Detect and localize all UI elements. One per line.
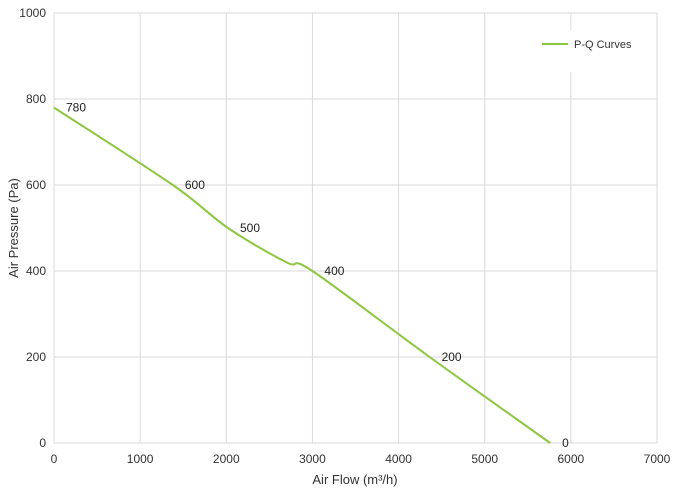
axis-layer: 0 1000 2000 3000 4000 5000 6000 700002004006008… — [19, 6, 670, 466]
x-axis-title: Air Flow (m³/h) — [312, 472, 397, 487]
legend: P-Q Curves — [536, 30, 648, 72]
series-layer — [53, 106, 551, 444]
data-label-200: 200 — [442, 350, 462, 364]
x-tick-label-0: 0 — [51, 452, 58, 466]
data-label-780: 780 — [66, 101, 86, 115]
y-tick-label-200: 200 — [26, 350, 46, 364]
y-tick-label-600: 600 — [26, 178, 46, 192]
x-tick-label-1000: 1000 — [127, 452, 154, 466]
y-axis-title: Air Pressure (Pa) — [6, 178, 21, 278]
y-tick-label-1000: 1000 — [19, 6, 46, 20]
x-tick-label-7000: 7000 — [644, 452, 671, 466]
y-tick-label-800: 800 — [26, 92, 46, 106]
y-tick-label-0: 0 — [39, 436, 46, 450]
data-label-0: 0 — [562, 436, 569, 450]
legend-label-pq-curves: P-Q Curves — [574, 39, 632, 51]
x-tick-label-5000: 5000 — [471, 452, 498, 466]
x-tick-label-6000: 6000 — [558, 452, 585, 466]
series-line-0 — [53, 106, 551, 444]
legend-background — [536, 30, 648, 72]
data-label-400: 400 — [324, 264, 344, 278]
x-tick-label-3000: 3000 — [299, 452, 326, 466]
x-tick-label-2000: 2000 — [213, 452, 240, 466]
data-label-500: 500 — [240, 221, 260, 235]
x-tick-label-4000: 4000 — [385, 452, 412, 466]
data-label-600: 600 — [185, 178, 205, 192]
label-layer: 780 600 500 400 200 0 — [66, 101, 569, 450]
y-tick-label-400: 400 — [26, 264, 46, 278]
grid-layer — [53, 12, 658, 444]
